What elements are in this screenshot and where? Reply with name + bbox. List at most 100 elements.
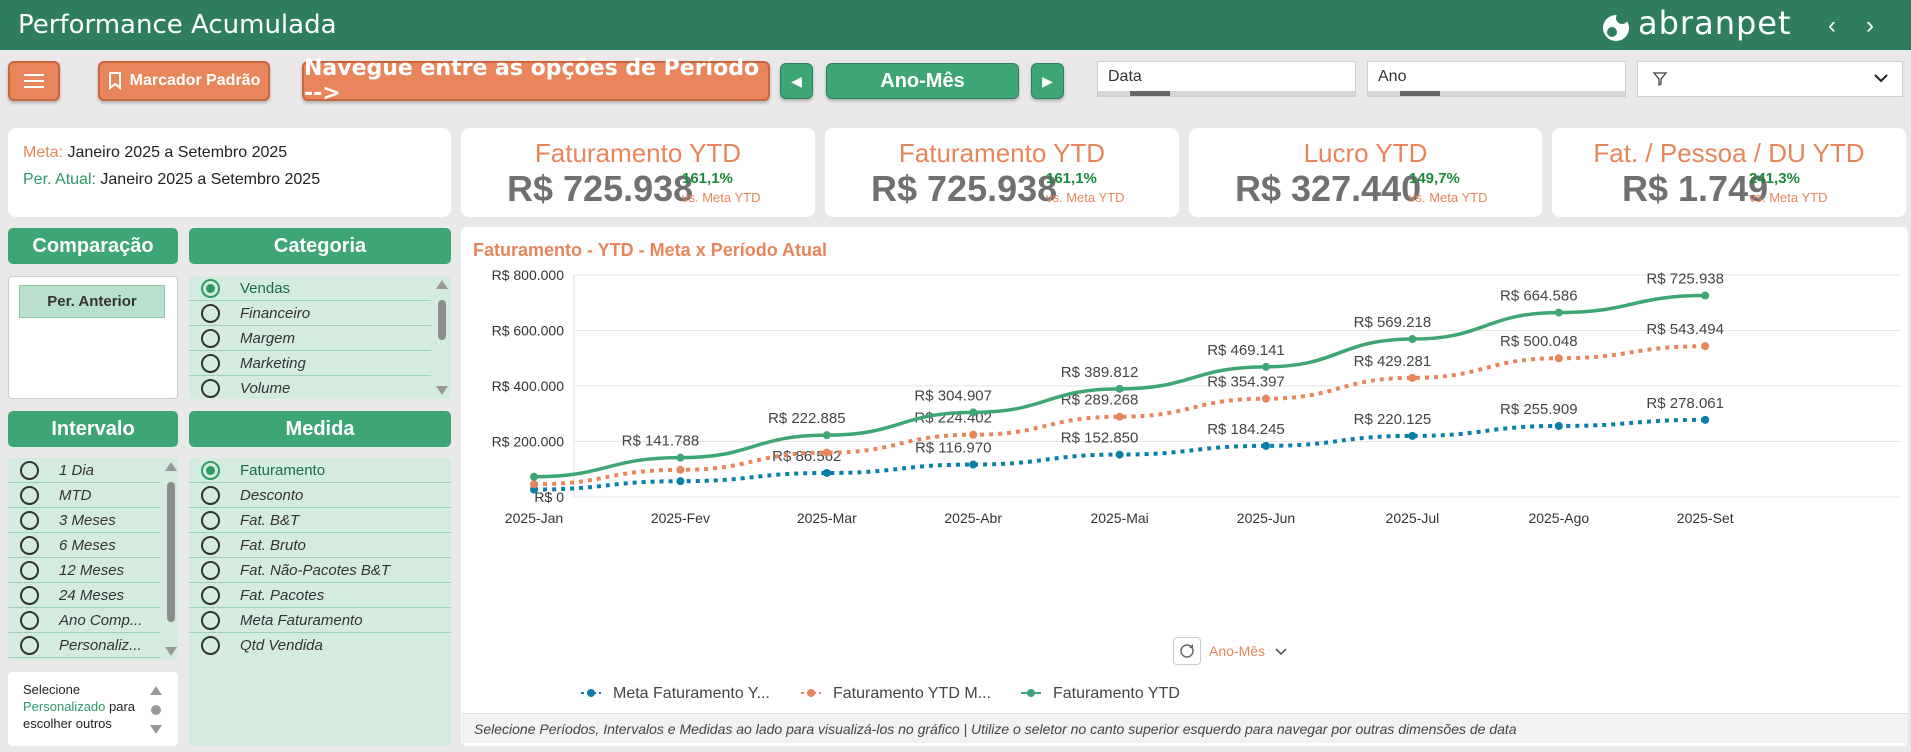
data-point[interactable]	[1554, 308, 1563, 317]
list-item[interactable]: 6 Meses	[8, 533, 160, 558]
data-point[interactable]	[1554, 421, 1563, 430]
slicer-ano-thumb[interactable]	[1400, 91, 1440, 96]
legend-label[interactable]: Faturamento YTD	[1053, 685, 1180, 702]
data-point[interactable]	[969, 460, 978, 469]
scroll-up-icon[interactable]	[165, 462, 177, 471]
list-item-label: 6 Meses	[59, 537, 116, 554]
list-item[interactable]: Fat. Pacotes	[189, 583, 451, 608]
list-item[interactable]: Fat. B&T	[189, 508, 451, 533]
meta-label: Meta:	[23, 144, 64, 161]
footer-note-text: Selecione Períodos, Intervalos e Medidas…	[474, 721, 1517, 737]
list-item[interactable]: Fat. Não-Pacotes B&T	[189, 558, 451, 583]
per-anterior-button[interactable]: Per. Anterior	[19, 285, 165, 318]
data-point[interactable]	[822, 431, 831, 440]
list-item[interactable]: MTD	[8, 483, 160, 508]
slicer-ano[interactable]: Ano	[1367, 61, 1626, 97]
data-point[interactable]	[1262, 362, 1270, 371]
data-point[interactable]	[1701, 342, 1710, 351]
list-item[interactable]: 3 Meses	[8, 508, 160, 533]
meta-value: Janeiro 2025 a Setembro 2025	[67, 144, 288, 161]
chart-title: Faturamento - YTD - Meta x Período Atual	[473, 240, 828, 260]
drill-level-dropdown[interactable]: Ano-Mês	[1209, 643, 1287, 659]
data-point[interactable]	[1115, 450, 1124, 459]
hint-highlight: Personalizado	[23, 699, 106, 714]
slicer-data-thumb[interactable]	[1130, 91, 1170, 96]
kpi-percent: 161,1%	[1046, 170, 1097, 187]
data-point[interactable]	[1408, 373, 1417, 382]
chevron-right-icon[interactable]: ›	[1866, 12, 1874, 39]
data-point[interactable]	[969, 430, 978, 439]
scroll-down-icon[interactable]	[150, 725, 162, 734]
slicer-data-track[interactable]	[1098, 91, 1355, 96]
period-prev-button[interactable]: ◀	[780, 63, 813, 99]
data-point[interactable]	[1262, 441, 1270, 450]
list-item-label: Margem	[240, 330, 296, 347]
chevron-left-icon[interactable]: ‹	[1828, 12, 1836, 39]
data-point[interactable]	[1701, 291, 1710, 300]
legend-label[interactable]: Faturamento YTD M...	[833, 685, 991, 702]
bookmark-label: Marcador Padrão	[129, 72, 261, 89]
data-point[interactable]	[530, 480, 538, 489]
list-item[interactable]: Fat. Bruto	[189, 533, 451, 558]
categoria-scrollbar[interactable]	[436, 280, 448, 395]
data-point[interactable]	[1408, 335, 1417, 344]
list-item-label: Fat. B&T	[240, 512, 300, 529]
scroll-up-icon[interactable]	[436, 280, 448, 289]
list-item[interactable]: Desconto	[189, 483, 451, 508]
list-item[interactable]: 24 Meses	[8, 583, 160, 608]
data-point[interactable]	[1262, 394, 1270, 403]
filter-dropdown[interactable]	[1637, 61, 1903, 97]
scroll-down-icon[interactable]	[165, 647, 177, 656]
list-item[interactable]: Volume	[189, 376, 431, 399]
list-item[interactable]: Vendas	[189, 276, 431, 301]
data-point[interactable]	[969, 408, 978, 417]
data-point[interactable]	[676, 465, 685, 474]
radio-icon	[201, 304, 220, 323]
data-label: R$ 184.245	[1207, 421, 1285, 438]
data-point[interactable]	[822, 448, 831, 457]
period-selector[interactable]: Ano-Mês	[826, 63, 1019, 99]
radio-icon	[20, 461, 39, 480]
list-item[interactable]: Margem	[189, 326, 431, 351]
list-item[interactable]: 12 Meses	[8, 558, 160, 583]
drill-reset-button[interactable]	[1173, 637, 1201, 665]
legend-label[interactable]: Meta Faturamento Y...	[613, 685, 770, 702]
list-item[interactable]: Meta Faturamento	[189, 608, 451, 633]
data-point[interactable]	[530, 472, 538, 481]
list-item[interactable]: Marketing	[189, 351, 431, 376]
kpi-title: Faturamento YTD	[534, 138, 742, 168]
data-point[interactable]	[1701, 415, 1710, 424]
period-next-button[interactable]: ▶	[1031, 63, 1064, 99]
slicer-data[interactable]: Data	[1097, 61, 1356, 97]
kpi-value: R$ 1.749	[1622, 168, 1769, 209]
medida-title: Medida	[285, 417, 355, 440]
list-item-label: Ano Comp...	[59, 612, 143, 629]
list-item[interactable]: Ano Comp...	[8, 608, 160, 633]
data-point[interactable]	[1408, 431, 1417, 440]
hint-scrollbar[interactable]	[150, 686, 162, 734]
slicer-ano-track[interactable]	[1368, 91, 1625, 96]
list-item[interactable]: Qtd Vendida	[189, 633, 451, 658]
data-point[interactable]	[822, 468, 831, 477]
data-point[interactable]	[676, 453, 685, 462]
drill-level-label: Ano-Mês	[1209, 643, 1266, 659]
list-item[interactable]: 1 Dia	[8, 458, 160, 483]
intervalo-scrollbar[interactable]	[165, 462, 177, 656]
scroll-thumb[interactable]	[438, 300, 446, 340]
list-item[interactable]: Faturamento	[189, 458, 451, 483]
scroll-thumb[interactable]	[167, 482, 175, 622]
data-point[interactable]	[676, 477, 685, 486]
data-point[interactable]	[1554, 354, 1563, 363]
kpi-percent: 241,3%	[1749, 170, 1800, 187]
list-item[interactable]: Financeiro	[189, 301, 431, 326]
scroll-down-icon[interactable]	[436, 386, 448, 395]
menu-button[interactable]	[8, 61, 60, 101]
intervalo-title: Intervalo	[51, 417, 135, 440]
radio-icon	[201, 354, 220, 373]
radio-selected-icon	[201, 279, 220, 298]
bookmark-button[interactable]: Marcador Padrão	[98, 61, 270, 101]
list-item[interactable]: Personaliz...	[8, 633, 160, 658]
data-point[interactable]	[1115, 412, 1124, 421]
scroll-up-icon[interactable]	[150, 686, 162, 695]
data-point[interactable]	[1115, 384, 1124, 393]
